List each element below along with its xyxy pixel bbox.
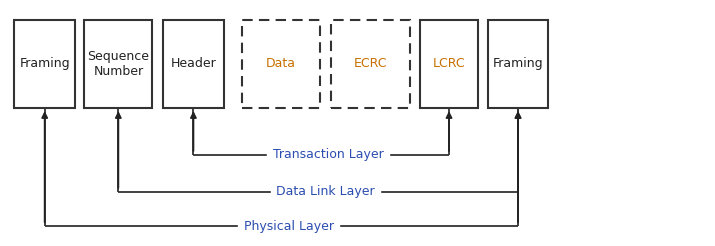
Text: Physical Layer: Physical Layer [244,220,333,233]
Bar [488,20,548,108]
Text: Header: Header [171,58,216,70]
Text: Data Link Layer: Data Link Layer [276,185,375,198]
Bar [163,20,224,108]
Text: Data: Data [266,58,296,70]
Bar [420,20,478,108]
Text: Framing: Framing [493,58,543,70]
Text: Sequence
Number: Sequence Number [87,50,149,78]
Bar [331,20,410,108]
Bar [14,20,75,108]
Text: ECRC: ECRC [354,58,387,70]
Text: Transaction Layer: Transaction Layer [273,149,384,161]
Bar [242,20,320,108]
Bar [84,20,152,108]
Text: LCRC: LCRC [433,58,465,70]
Text: Framing: Framing [19,58,70,70]
